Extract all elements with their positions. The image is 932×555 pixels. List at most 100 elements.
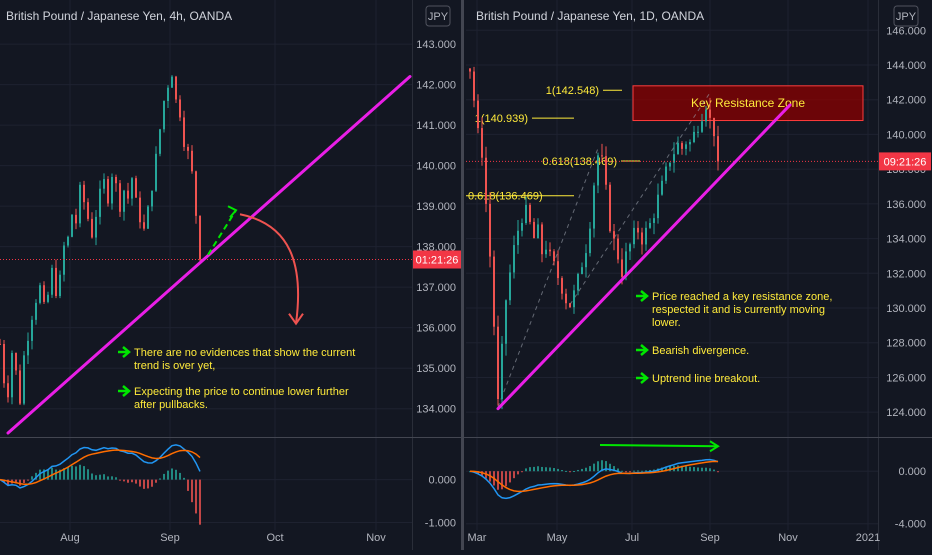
candle-body (127, 190, 129, 199)
candle-body (697, 131, 699, 133)
y-tick-label: 139.000 (416, 201, 456, 213)
macd-bar (713, 469, 715, 472)
candle (705, 105, 707, 127)
right-macd-pane (469, 458, 719, 500)
macd-bar (195, 479, 197, 514)
left-currency-badge[interactable]: JPY (425, 5, 451, 27)
candle (681, 141, 683, 155)
candle (35, 299, 37, 325)
candle-body (593, 185, 595, 229)
candle-body (549, 249, 551, 252)
note-arrow-1 (636, 344, 649, 356)
candle (131, 177, 133, 206)
candle-body (489, 203, 491, 257)
candle-body (3, 343, 5, 384)
x-tick-label: Oct (266, 532, 283, 544)
candle-body (537, 224, 539, 239)
candle-body (473, 71, 475, 101)
candle-body (39, 285, 41, 303)
left-chart-pane[interactable]: 134.000135.000136.000137.000138.000139.0… (0, 0, 462, 550)
macd-bar (3, 479, 5, 483)
macd-bar (605, 461, 607, 472)
macd-bar (509, 471, 511, 483)
y-tick-label: 130.000 (886, 303, 926, 315)
candle (183, 110, 185, 151)
candle (11, 350, 13, 405)
left-overlay (0, 75, 412, 435)
candle-body (717, 136, 719, 162)
candle-body (625, 251, 627, 277)
macd-bar (609, 463, 611, 472)
macd-bar (67, 467, 69, 480)
macd-bar (641, 470, 643, 472)
candle (469, 68, 471, 79)
macd-bar (565, 470, 567, 472)
right-overlay (466, 103, 878, 453)
macd-bar (501, 471, 503, 490)
right-chart-pane[interactable]: Key Resistance Zone 1(142.548) 1(140.939)… (466, 0, 932, 550)
macd-bar (645, 470, 647, 472)
candle-body (0, 343, 1, 345)
candle (39, 282, 41, 305)
candle-body (681, 143, 683, 149)
y-tick-label: 126.000 (886, 372, 926, 384)
candle-body (521, 223, 523, 231)
macd-bar (669, 466, 671, 472)
candle-body (669, 162, 671, 167)
note-arrow-2 (636, 372, 649, 384)
candle-body (59, 274, 61, 296)
candle (493, 250, 495, 336)
macd-bar (553, 468, 555, 472)
candle-body (139, 197, 141, 223)
candle-body (581, 267, 583, 274)
macd-bar (681, 465, 683, 472)
y-tick-label: 135.000 (416, 363, 456, 375)
candle (115, 174, 117, 192)
candle-body (501, 343, 503, 400)
macd-bar (685, 466, 687, 472)
candle-body (505, 300, 507, 344)
candle (521, 218, 523, 237)
candle (119, 180, 121, 217)
candle-body (63, 245, 65, 275)
candle-body (199, 215, 201, 260)
candle (637, 221, 639, 240)
candle (473, 66, 475, 108)
annotation-text: Bearish divergence. (652, 345, 749, 357)
candle (673, 142, 675, 173)
candle-body (573, 290, 575, 308)
macd-bar (481, 471, 483, 476)
macd-bar (131, 479, 133, 483)
note-arrow-head (640, 290, 649, 302)
macd-bar (581, 468, 583, 472)
candle-body (477, 100, 479, 129)
candle-body (191, 150, 193, 172)
macd-bar (549, 467, 551, 472)
macd-tick-label: 0.000 (898, 466, 926, 478)
candle (31, 315, 33, 350)
macd-bar (497, 471, 499, 490)
macd-bar (717, 471, 719, 473)
candle-body (179, 99, 181, 118)
y-tick-label: 146.000 (886, 25, 926, 37)
right-currency-badge[interactable]: JPY (893, 5, 919, 27)
candle (517, 220, 519, 254)
left-chart-title: British Pound / Japanese Yen, 4h, OANDA (6, 9, 232, 23)
candle-body (497, 326, 499, 400)
candle-body (629, 244, 631, 252)
candle-body (605, 156, 607, 185)
candle-body (577, 273, 579, 291)
macd-bar (63, 468, 65, 480)
candle-body (155, 153, 157, 191)
candle-body (533, 221, 535, 239)
candle (7, 375, 9, 403)
candle-body (159, 129, 161, 154)
candle (605, 146, 607, 190)
candle (83, 180, 85, 210)
macd-bar (171, 468, 173, 480)
candle (497, 315, 499, 406)
candle-body (705, 109, 707, 122)
annotation-text: Price reached a key resistance zone, (652, 291, 832, 303)
divergence-arrow (599, 443, 719, 448)
candle (609, 182, 611, 233)
